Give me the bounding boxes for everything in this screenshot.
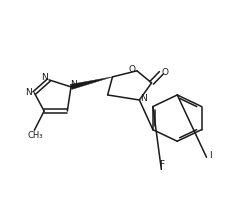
Text: N: N (140, 94, 146, 103)
Text: N: N (41, 73, 48, 82)
Text: CH₃: CH₃ (28, 131, 43, 140)
Text: O: O (128, 65, 136, 74)
Text: F: F (159, 160, 164, 169)
Polygon shape (70, 77, 113, 89)
Text: I: I (209, 151, 211, 160)
Text: N: N (26, 89, 32, 98)
Text: O: O (162, 68, 168, 77)
Text: N: N (71, 80, 77, 89)
